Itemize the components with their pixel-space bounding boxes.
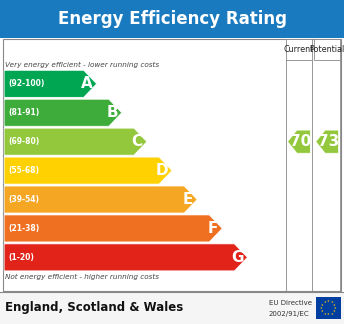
Text: Potential: Potential [310,45,344,54]
Text: EU Directive: EU Directive [269,300,312,306]
Text: Current: Current [284,45,314,54]
Text: B: B [106,105,118,120]
Text: (1-20): (1-20) [8,253,34,262]
Text: ★: ★ [334,306,337,310]
Text: C: C [132,134,143,149]
FancyBboxPatch shape [286,39,312,60]
Text: ★: ★ [331,311,333,316]
Polygon shape [316,130,338,153]
Text: ★: ★ [324,300,326,304]
FancyBboxPatch shape [3,39,341,291]
Text: D: D [156,163,169,178]
Text: ★: ★ [333,303,336,307]
Text: ★: ★ [321,309,324,313]
Text: ★: ★ [333,309,336,313]
Polygon shape [288,130,310,153]
Text: Very energy efficient - lower running costs: Very energy efficient - lower running co… [5,62,159,68]
FancyBboxPatch shape [316,297,341,319]
Text: A: A [81,76,93,91]
Polygon shape [4,244,247,271]
Text: (21-38): (21-38) [8,224,40,233]
Text: E: E [182,192,193,207]
Text: F: F [207,221,218,236]
FancyBboxPatch shape [0,292,344,324]
Polygon shape [4,186,197,213]
Text: 73: 73 [318,134,339,149]
FancyBboxPatch shape [314,39,340,60]
Polygon shape [4,157,172,184]
Text: Not energy efficient - higher running costs: Not energy efficient - higher running co… [5,273,159,280]
Text: Energy Efficiency Rating: Energy Efficiency Rating [57,10,287,28]
Polygon shape [4,99,122,126]
Text: ★: ★ [320,306,323,310]
Text: (69-80): (69-80) [8,137,40,146]
Polygon shape [4,215,222,242]
Text: ★: ★ [327,299,330,303]
Text: (55-68): (55-68) [8,166,39,175]
FancyBboxPatch shape [0,0,344,38]
Polygon shape [4,128,147,155]
Text: ★: ★ [331,300,333,304]
Text: (81-91): (81-91) [8,108,40,117]
Text: (92-100): (92-100) [8,79,45,88]
Text: 70: 70 [290,134,311,149]
Text: (39-54): (39-54) [8,195,39,204]
Text: England, Scotland & Wales: England, Scotland & Wales [5,301,183,314]
Text: 2002/91/EC: 2002/91/EC [269,311,310,317]
Text: ★: ★ [327,312,330,317]
Text: G: G [232,250,244,265]
Polygon shape [4,70,97,97]
Text: ★: ★ [324,311,326,316]
Text: ★: ★ [321,303,324,307]
